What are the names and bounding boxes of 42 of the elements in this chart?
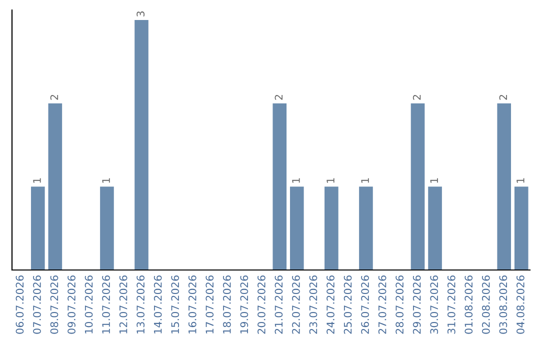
x-tick-label: 06.07.2026 (16, 276, 24, 334)
x-tick-label: 10.07.2026 (84, 276, 93, 334)
x-tick-label: 03.08.2026 (499, 276, 508, 334)
data-label: 1 (292, 178, 300, 183)
x-tick-label: 20.07.2026 (258, 276, 266, 334)
x-tick-label: 22.07.2026 (292, 276, 300, 334)
x-tick-label: 29.07.2026 (412, 276, 421, 334)
x-tick-label: 25.07.2026 (344, 276, 352, 334)
x-tick-label: 27.07.2026 (378, 276, 386, 334)
data-label: 2 (50, 94, 58, 100)
x-tick-label: 09.07.2026 (68, 276, 76, 334)
x-tick-label: 14.07.2026 (154, 276, 162, 334)
data-label: 1 (102, 178, 110, 183)
data-label: 1 (326, 178, 334, 183)
data-label: 2 (499, 94, 507, 100)
x-tick-label: 28.07.2026 (396, 276, 404, 334)
x-tick-label: 02.08.2026 (482, 276, 490, 334)
x-tick-label: 07.07.2026 (33, 276, 41, 334)
x-tick-label: 16.07.2026 (188, 276, 196, 334)
x-tick-label: 04.08.2026 (516, 276, 524, 334)
data-label: 1 (33, 178, 41, 183)
data-label: 3 (136, 11, 145, 16)
x-tick-label: 26.07.2026 (361, 276, 369, 334)
x-tick-label: 15.07.2026 (171, 276, 180, 334)
x-tick-label: 08.07.2026 (50, 276, 58, 334)
data-label: 1 (361, 178, 369, 183)
x-tick-label: 21.07.2026 (274, 276, 283, 334)
x-tick-label: 17.07.2026 (206, 276, 214, 334)
x-tick-label: 12.07.2026 (119, 276, 128, 334)
x-tick-label: 19.07.2026 (240, 276, 248, 334)
x-tick-label: 11.07.2026 (102, 276, 110, 334)
data-label: 2 (274, 94, 283, 100)
x-tick-label: 18.07.2026 (222, 276, 231, 334)
data-label: 2 (412, 94, 421, 100)
x-tick-label: 24.07.2026 (326, 276, 334, 334)
data-label: 1 (516, 178, 524, 183)
x-tick-label: 31.07.2026 (447, 276, 456, 334)
x-tick-label: 13.07.2026 (136, 276, 145, 334)
data-label: 1 (430, 178, 438, 183)
x-tick-label: 01.08.2026 (464, 276, 473, 334)
x-tick-label: 30.07.2026 (430, 276, 438, 334)
x-tick-label: 23.07.2026 (309, 276, 318, 334)
